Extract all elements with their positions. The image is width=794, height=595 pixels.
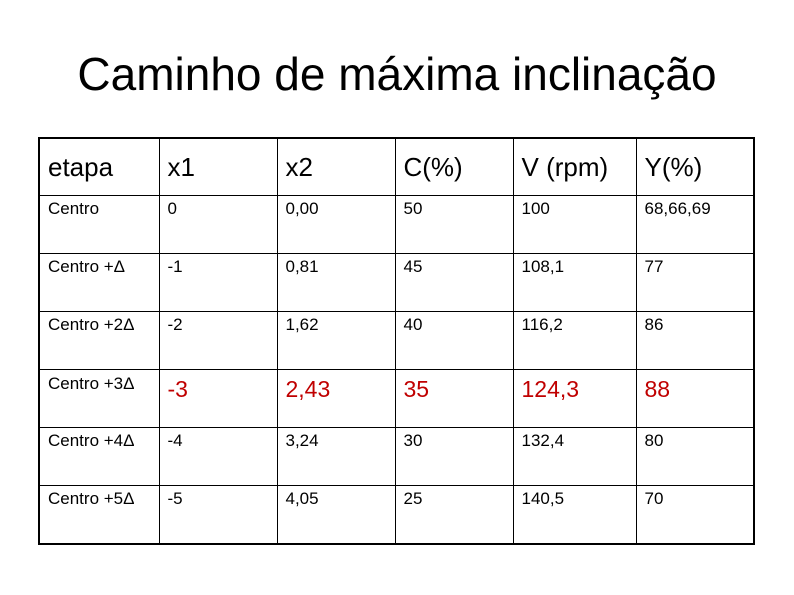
table-cell-x2: 1,62 [276, 311, 396, 370]
table-row: Centro +Δ -1 0,81 45 108,1 77 [38, 253, 755, 312]
header-c-percent: C(%) [394, 137, 514, 196]
table-cell-c-percent: 45 [394, 253, 514, 312]
header-v-rpm: V (rpm) [512, 137, 637, 196]
table-cell-y-percent: 70 [635, 485, 755, 544]
table-cell-c-percent: 50 [394, 195, 514, 254]
table-cell-v-rpm: 140,5 [512, 485, 637, 544]
table-cell-y-percent: 68,66,69 [635, 195, 755, 254]
table-cell-etapa: Centro +5Δ [38, 485, 160, 544]
table-cell-x1: -1 [158, 253, 278, 312]
table-cell-x1: -3 [158, 369, 278, 428]
table-cell-y-percent: 88 [635, 369, 755, 428]
table-cell-y-percent: 77 [635, 253, 755, 312]
table-cell-etapa: Centro +Δ [38, 253, 160, 312]
table-cell-x1: 0 [158, 195, 278, 254]
slide-title: Caminho de máxima inclinação [77, 48, 717, 100]
table-cell-y-percent: 80 [635, 427, 755, 486]
table-cell-v-rpm: 116,2 [512, 311, 637, 370]
header-y-percent: Y(%) [635, 137, 755, 196]
header-etapa: etapa [38, 137, 160, 196]
table-cell-etapa: Centro +2Δ [38, 311, 160, 370]
table-cell-x2: 0,81 [276, 253, 396, 312]
table-cell-v-rpm: 108,1 [512, 253, 637, 312]
table-row: Centro +5Δ -5 4,05 25 140,5 70 [38, 485, 755, 544]
data-table: etapa x1 x2 C(%) V (rpm) Y(%) Centro 0 0,0… [38, 137, 755, 545]
table-cell-c-percent: 35 [394, 369, 514, 428]
table-cell-c-percent: 25 [394, 485, 514, 544]
table-cell-x1: -4 [158, 427, 278, 486]
table-body: etapa x1 x2 C(%) V (rpm) Y(%) Centro 0 0,0… [38, 137, 755, 544]
table-cell-x1: -2 [158, 311, 278, 370]
table-cell-v-rpm: 100 [512, 195, 637, 254]
table-cell-v-rpm: 132,4 [512, 427, 637, 486]
table-header-row: etapa x1 x2 C(%) V (rpm) Y(%) [38, 137, 755, 196]
table-row: Centro 0 0,00 50 100 68,66,69 [38, 195, 755, 254]
table-cell-c-percent: 40 [394, 311, 514, 370]
table-cell-y-percent: 86 [635, 311, 755, 370]
table-cell-etapa: Centro [38, 195, 160, 254]
table-row: Centro +3Δ -3 2,43 35 124,3 88 [38, 369, 755, 428]
table-row: Centro +4Δ -4 3,24 30 132,4 80 [38, 427, 755, 486]
header-x1: x1 [158, 137, 278, 196]
table-cell-x2: 0,00 [276, 195, 396, 254]
table-cell-x2: 3,24 [276, 427, 396, 486]
table-cell-c-percent: 30 [394, 427, 514, 486]
table-cell-x1: -5 [158, 485, 278, 544]
table-cell-x2: 2,43 [276, 369, 396, 428]
table-cell-v-rpm: 124,3 [512, 369, 637, 428]
table-cell-x2: 4,05 [276, 485, 396, 544]
table-cell-etapa: Centro +4Δ [38, 427, 160, 486]
table-row: Centro +2Δ -2 1,62 40 116,2 86 [38, 311, 755, 370]
table-cell-etapa: Centro +3Δ [38, 369, 160, 428]
header-x2: x2 [276, 137, 396, 196]
